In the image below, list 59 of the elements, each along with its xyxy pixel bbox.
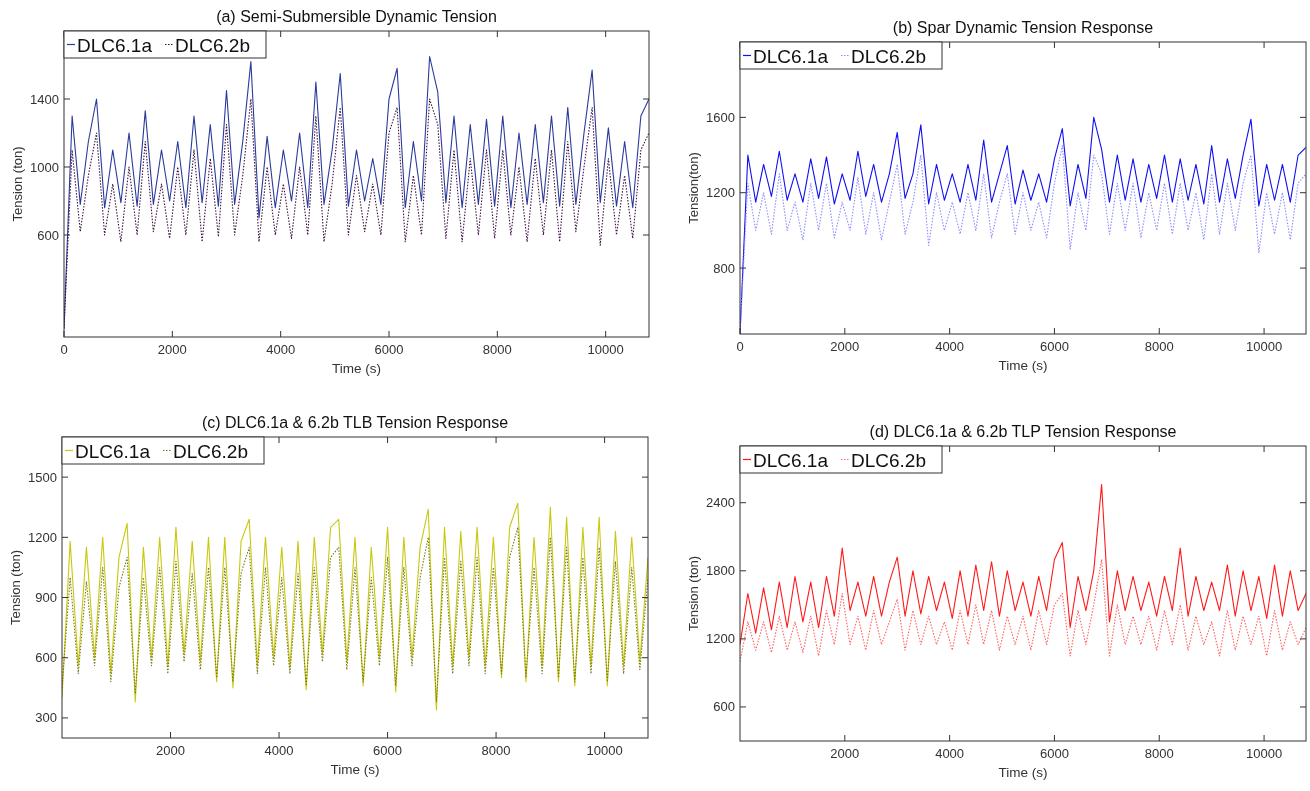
- y-tick-label: 1800: [706, 563, 735, 579]
- x-tick-label: 2000: [157, 342, 187, 357]
- x-tick-label: 2000: [830, 339, 860, 354]
- x-tick-label: 6000: [374, 342, 404, 357]
- x-tick-label: 8000: [1144, 746, 1174, 761]
- legend-label: DLC6.2b: [175, 34, 250, 56]
- y-tick-label: 1600: [706, 109, 735, 125]
- chart-title: (c) DLC6.1a & 6.2b TLB Tension Response: [201, 414, 509, 431]
- x-tick-label: 2000: [156, 743, 185, 758]
- legend-label: DLC6.2b: [851, 449, 926, 471]
- y-tick-label: 300: [35, 710, 57, 726]
- y-tick-label: 1200: [706, 631, 735, 647]
- chart-title: (a) Semi-Submersible Dynamic Tension: [216, 8, 497, 25]
- y-tick-label: 1000: [30, 159, 59, 175]
- x-tick-label: 10000: [586, 743, 623, 758]
- y-axis-title: Tension(ton): [686, 152, 701, 224]
- chart-title: (b) Spar Dynamic Tension Response: [892, 19, 1154, 36]
- legend-label: DLC6.2b: [851, 45, 926, 67]
- x-tick-label: 10000: [1246, 339, 1283, 354]
- y-tick-label: 600: [35, 650, 57, 666]
- y-tick-label: 1200: [28, 529, 57, 545]
- y-tick-label: 1400: [30, 91, 59, 107]
- y-tick-label: 600: [713, 699, 735, 715]
- x-tick-label: 0: [736, 339, 744, 354]
- line-series: [62, 502, 648, 711]
- x-tick-label: 10000: [1246, 746, 1283, 761]
- x-tick-label: 4000: [935, 339, 965, 354]
- x-tick-label: 8000: [482, 342, 512, 357]
- chart-title: (d) DLC6.1a & 6.2b TLP Tension Response: [869, 423, 1177, 440]
- x-tick-label: 6000: [1039, 339, 1069, 354]
- y-tick-label: 2400: [706, 495, 735, 511]
- x-tick-label: 8000: [1144, 339, 1174, 354]
- x-axis-title: Time (s): [998, 358, 1048, 373]
- x-tick-label: 6000: [1039, 746, 1069, 761]
- y-tick-label: 800: [713, 260, 735, 276]
- line-series: [62, 526, 648, 703]
- x-tick-label: 8000: [481, 743, 511, 758]
- y-axis-title: Tension (ton): [686, 555, 701, 632]
- x-tick-label: 0: [60, 342, 68, 357]
- x-axis-title: Time (s): [330, 762, 380, 777]
- legend-label: DLC6.1a: [75, 440, 151, 462]
- x-tick-label: 4000: [935, 746, 965, 761]
- y-axis-title: Tension (ton): [8, 549, 23, 626]
- x-tick-label: 4000: [266, 342, 296, 357]
- y-tick-label: 1500: [28, 469, 57, 485]
- legend-label: DLC6.1a: [77, 34, 153, 56]
- x-axis-title: Time (s): [332, 361, 381, 376]
- y-tick-label: 900: [35, 590, 57, 606]
- x-axis-title: Time (s): [998, 765, 1048, 780]
- y-tick-label: 1200: [706, 185, 735, 201]
- x-tick-label: 4000: [264, 743, 294, 758]
- legend-label: DLC6.1a: [753, 449, 829, 471]
- y-axis-title: Tension (ton): [10, 146, 25, 222]
- x-tick-label: 10000: [587, 342, 624, 357]
- legend-label: DLC6.1a: [753, 45, 829, 67]
- x-tick-label: 2000: [830, 746, 860, 761]
- x-tick-label: 6000: [373, 743, 403, 758]
- y-tick-label: 600: [37, 227, 59, 243]
- legend-label: DLC6.2b: [173, 440, 248, 462]
